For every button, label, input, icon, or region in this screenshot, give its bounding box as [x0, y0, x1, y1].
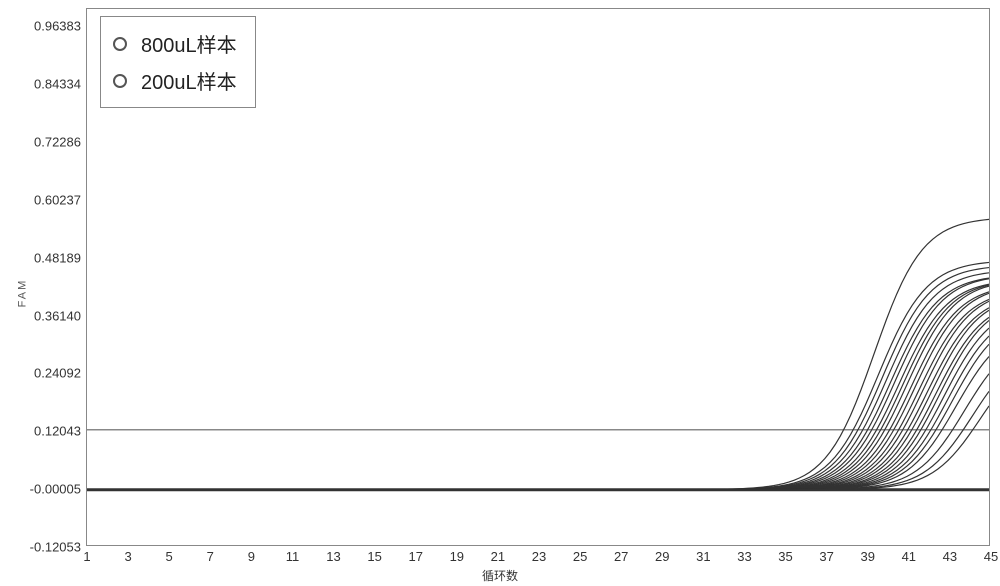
y-tick-label: 0.12043	[34, 424, 87, 439]
amplification-curve	[87, 284, 989, 490]
amplification-curve	[87, 286, 989, 490]
x-tick-label: 13	[326, 545, 340, 564]
amplification-chart: FAM -0.12053 -0.00005 0.12043 0.24092 0.3614…	[0, 0, 1000, 586]
amplification-curve	[87, 219, 989, 489]
y-tick-label: 0.36140	[34, 308, 87, 323]
amplification-curve	[87, 278, 989, 490]
y-tick-label: 0.60237	[34, 192, 87, 207]
x-tick-label: 7	[207, 545, 214, 564]
x-tick-label: 3	[124, 545, 131, 564]
x-tick-label: 37	[819, 545, 833, 564]
amplification-curve	[87, 279, 989, 490]
x-tick-label: 29	[655, 545, 669, 564]
y-tick-label: 0.24092	[34, 366, 87, 381]
x-tick-label: 45	[984, 545, 998, 564]
amplification-curve	[87, 344, 989, 489]
legend: 800uL样本 200uL样本	[100, 16, 256, 108]
legend-marker-icon	[113, 74, 127, 88]
amplification-curve	[87, 320, 989, 489]
x-tick-label: 31	[696, 545, 710, 564]
x-tick-label: 35	[778, 545, 792, 564]
amplification-curve	[87, 310, 989, 490]
amplification-curve	[87, 292, 989, 490]
y-tick-label: 0.96383	[34, 19, 87, 34]
x-tick-label: 1	[83, 545, 90, 564]
x-tick-label: 41	[902, 545, 916, 564]
amplification-curve	[87, 317, 989, 489]
x-tick-label: 27	[614, 545, 628, 564]
legend-item: 800uL样本	[113, 25, 237, 62]
amplification-curve	[87, 308, 989, 490]
y-tick-label: 0.84334	[34, 77, 87, 92]
amplification-curve	[87, 357, 989, 490]
x-tick-label: 17	[408, 545, 422, 564]
amplification-curve	[87, 336, 989, 490]
x-tick-label: 21	[491, 545, 505, 564]
legend-label: 800uL样本	[141, 29, 237, 58]
x-tick-label: 9	[248, 545, 255, 564]
y-tick-label: 0.48189	[34, 250, 87, 265]
legend-label: 200uL样本	[141, 66, 237, 95]
x-tick-label: 25	[573, 545, 587, 564]
legend-marker-icon	[113, 37, 127, 51]
y-tick-label: -0.00005	[30, 482, 87, 497]
y-tick-label: -0.12053	[30, 540, 87, 555]
x-tick-label: 11	[286, 545, 300, 564]
x-tick-label: 23	[532, 545, 546, 564]
x-tick-label: 19	[450, 545, 464, 564]
x-tick-label: 39	[860, 545, 874, 564]
legend-item: 200uL样本	[113, 62, 237, 99]
x-tick-label: 33	[737, 545, 751, 564]
x-tick-label: 5	[166, 545, 173, 564]
amplification-curve	[87, 293, 989, 489]
x-tick-label: 15	[367, 545, 381, 564]
x-tick-label: 43	[943, 545, 957, 564]
y-tick-label: 0.72286	[34, 135, 87, 150]
amplification-curve	[87, 285, 989, 490]
x-axis-title: 循环数	[482, 567, 518, 584]
y-axis-title: FAM	[16, 279, 28, 308]
